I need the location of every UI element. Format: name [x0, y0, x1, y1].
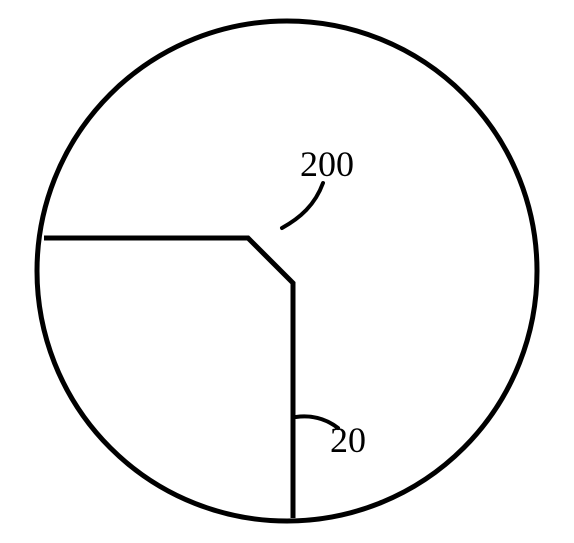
callout-label-20: 20	[330, 420, 366, 460]
detail-circle	[37, 21, 537, 521]
technical-diagram: 200 20	[0, 0, 574, 543]
callout-label-200: 200	[300, 144, 354, 184]
